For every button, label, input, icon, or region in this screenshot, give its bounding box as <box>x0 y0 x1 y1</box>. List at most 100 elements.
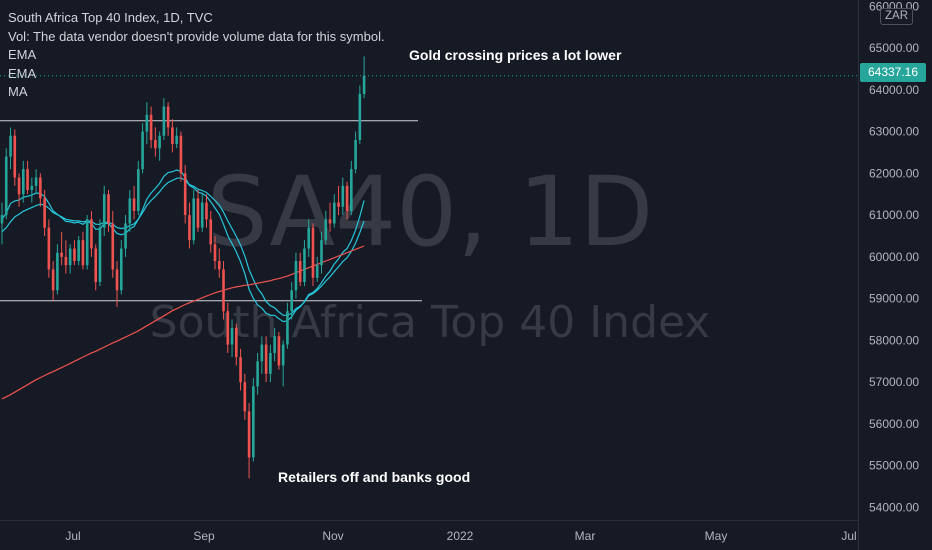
price-axis[interactable]: 54000.00 55000.00 56000.00 57000.00 58000.00… <box>869 0 919 514</box>
candle[interactable] <box>13 129 17 186</box>
candle[interactable] <box>226 302 230 353</box>
candle[interactable] <box>260 336 264 374</box>
candle[interactable] <box>290 281 293 320</box>
candle[interactable] <box>235 323 238 366</box>
candle[interactable] <box>213 235 217 270</box>
candle[interactable] <box>56 244 59 295</box>
candle[interactable] <box>362 56 366 99</box>
symbol-title[interactable]: South Africa Top 40 Index, 1D, TVC <box>8 10 213 25</box>
candle[interactable] <box>200 194 204 232</box>
candle[interactable] <box>17 173 21 207</box>
candle[interactable] <box>341 177 345 216</box>
candle[interactable] <box>192 190 195 245</box>
candle[interactable] <box>239 348 242 391</box>
candle[interactable] <box>350 160 353 216</box>
candle[interactable] <box>22 160 25 203</box>
candle[interactable] <box>94 244 98 291</box>
candle[interactable] <box>162 98 166 140</box>
candle[interactable] <box>252 377 255 462</box>
candle[interactable] <box>132 185 136 220</box>
candle[interactable] <box>230 319 234 358</box>
candle[interactable] <box>98 219 102 287</box>
candle[interactable] <box>26 160 29 195</box>
candle[interactable] <box>111 210 115 278</box>
candle[interactable] <box>149 106 153 149</box>
candle[interactable] <box>175 127 178 149</box>
indicator-ema-fast[interactable]: EMA <box>8 47 37 62</box>
candle[interactable] <box>196 190 200 232</box>
candle[interactable] <box>68 244 72 274</box>
candle[interactable] <box>354 131 357 174</box>
candle[interactable] <box>277 332 281 370</box>
candle[interactable] <box>358 85 362 145</box>
candle[interactable] <box>320 231 323 274</box>
candle[interactable] <box>337 185 340 216</box>
candle[interactable] <box>205 194 208 228</box>
candle[interactable] <box>73 240 76 266</box>
indicator-ema-slow[interactable]: EMA <box>8 65 37 81</box>
annotation-bottom[interactable]: Retailers off and banks good <box>278 469 471 485</box>
candle[interactable] <box>107 190 110 232</box>
candle[interactable] <box>128 190 132 232</box>
candle[interactable] <box>9 127 12 170</box>
candle[interactable] <box>102 185 106 236</box>
candle[interactable] <box>256 352 259 395</box>
candle[interactable] <box>158 131 161 161</box>
candle[interactable] <box>124 215 127 257</box>
candle[interactable] <box>315 256 319 282</box>
candle[interactable] <box>188 202 191 249</box>
candle[interactable] <box>34 169 38 195</box>
candle[interactable] <box>47 219 51 278</box>
candle[interactable] <box>115 261 119 307</box>
candle[interactable] <box>43 190 46 236</box>
candle[interactable] <box>141 123 144 174</box>
candle[interactable] <box>90 210 93 257</box>
candle[interactable] <box>0 202 4 245</box>
candle[interactable] <box>30 177 34 203</box>
candle[interactable] <box>217 248 221 278</box>
candle[interactable] <box>4 148 8 220</box>
candle[interactable] <box>332 194 336 228</box>
candle[interactable] <box>303 240 306 287</box>
candle[interactable] <box>328 202 332 232</box>
series-line-ema-2[interactable] <box>1 177 365 316</box>
time-tick-label: 2022 <box>447 529 474 543</box>
candle[interactable] <box>39 173 42 207</box>
candle[interactable] <box>298 252 302 287</box>
candle[interactable] <box>324 210 328 245</box>
candle[interactable] <box>307 219 311 257</box>
candle[interactable] <box>243 373 247 420</box>
candle[interactable] <box>222 261 225 320</box>
annotation-top[interactable]: Gold crossing prices a lot lower <box>409 47 622 63</box>
candle[interactable] <box>81 231 85 270</box>
candle[interactable] <box>286 302 289 349</box>
candle[interactable] <box>171 119 174 153</box>
candle[interactable] <box>145 102 149 145</box>
candle[interactable] <box>137 160 140 216</box>
candle[interactable] <box>264 336 268 383</box>
candle[interactable] <box>281 340 285 387</box>
candle[interactable] <box>273 327 276 362</box>
candle[interactable] <box>77 235 80 266</box>
candle[interactable] <box>269 344 272 383</box>
candle[interactable] <box>119 240 123 295</box>
candle[interactable] <box>85 215 89 270</box>
candle[interactable] <box>311 223 315 287</box>
indicator-ma[interactable]: MA <box>8 84 28 99</box>
candle[interactable] <box>154 127 157 157</box>
candle[interactable] <box>179 131 183 182</box>
price-tick-label: 62000.00 <box>869 166 919 180</box>
candle[interactable] <box>209 210 213 253</box>
candle[interactable] <box>51 261 55 301</box>
candle[interactable] <box>247 403 251 479</box>
candle[interactable] <box>166 102 170 136</box>
candle[interactable] <box>183 164 187 224</box>
candle[interactable] <box>64 240 68 274</box>
candle[interactable] <box>60 231 63 266</box>
candle[interactable] <box>345 181 349 220</box>
currency-badge[interactable]: ZAR <box>880 8 913 25</box>
time-axis[interactable]: Jul Sep Nov 2022 Mar May Jul <box>65 529 856 543</box>
candle[interactable] <box>294 252 298 299</box>
